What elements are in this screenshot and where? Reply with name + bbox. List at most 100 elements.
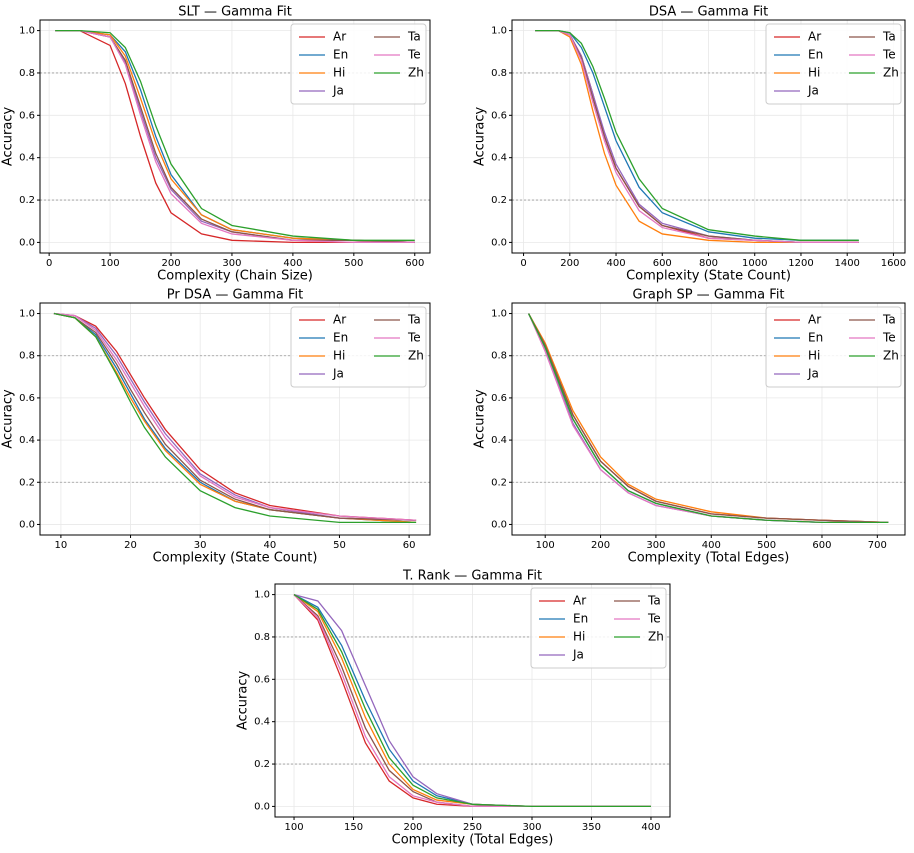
legend-box bbox=[765, 23, 902, 105]
x-tick-label: 20 bbox=[124, 540, 137, 551]
x-axis-label: Complexity (Total Edges) bbox=[392, 833, 554, 848]
y-tick-label: 0.4 bbox=[491, 435, 507, 446]
legend-label: Ar bbox=[333, 30, 346, 44]
y-tick-label: 0.6 bbox=[19, 393, 35, 404]
y-tick-label: 0.6 bbox=[491, 393, 507, 404]
y-tick-label: 0.8 bbox=[19, 351, 35, 362]
y-tick-label: 1.0 bbox=[254, 590, 270, 601]
x-tick-label: 200 bbox=[161, 258, 180, 269]
x-tick-label: 400 bbox=[641, 822, 660, 833]
x-tick-label: 150 bbox=[344, 822, 363, 833]
x-tick-label: 400 bbox=[702, 540, 721, 551]
y-tick-label: 1.0 bbox=[19, 309, 35, 320]
y-tick-label: 0.8 bbox=[19, 68, 35, 79]
x-tick-label: 700 bbox=[868, 540, 887, 551]
fit-line bbox=[55, 29, 415, 244]
y-tick-label: 0.2 bbox=[254, 759, 270, 770]
legend-label: Ar bbox=[333, 313, 346, 327]
x-tick-label: 200 bbox=[560, 258, 579, 269]
x-tick-label: 40 bbox=[263, 540, 276, 551]
x-tick-label: 0 bbox=[520, 258, 526, 269]
y-tick-label: 0.6 bbox=[254, 674, 270, 685]
x-tick-label: 200 bbox=[403, 822, 422, 833]
fit-line bbox=[53, 312, 417, 521]
y-tick-label: 0.4 bbox=[491, 153, 507, 164]
y-tick-label: 0.2 bbox=[491, 195, 507, 206]
fit-line bbox=[55, 29, 415, 244]
y-tick-label: 0.0 bbox=[19, 519, 35, 530]
y-tick-label: 0.0 bbox=[491, 519, 507, 530]
x-tick-label: 1200 bbox=[788, 258, 813, 269]
legend-label: En bbox=[573, 612, 588, 626]
legend-label: Ta bbox=[882, 313, 896, 327]
legend-label: Zh bbox=[408, 66, 424, 80]
x-tick-label: 1000 bbox=[742, 258, 767, 269]
x-axis-label: Complexity (Total Edges) bbox=[628, 551, 790, 566]
y-tick-label: 0.0 bbox=[19, 237, 35, 248]
x-tick-label: 300 bbox=[522, 822, 541, 833]
y-axis-label: Accuracy bbox=[473, 107, 488, 167]
legend-label: En bbox=[333, 331, 348, 345]
legend-label: En bbox=[808, 331, 823, 345]
fit-line bbox=[55, 29, 415, 241]
y-tick-label: 1.0 bbox=[491, 309, 507, 320]
legend-label: Ja bbox=[807, 367, 819, 381]
legend-label: Ja bbox=[807, 84, 819, 98]
legend-label: Ja bbox=[572, 648, 584, 662]
chart-title: SLT — Gamma Fit bbox=[178, 5, 292, 20]
chart: 0.0 0.2 0.4 0.6 0.8 1.0 0 100 200 300 400 500 600 SLT… bbox=[1, 5, 431, 284]
x-tick-label: 400 bbox=[606, 258, 625, 269]
x-tick-label: 250 bbox=[463, 822, 482, 833]
y-axis-label: Accuracy bbox=[473, 389, 488, 449]
y-axis-label: Accuracy bbox=[1, 389, 16, 449]
legend-label: Hi bbox=[808, 349, 820, 363]
y-axis-label: Accuracy bbox=[236, 671, 251, 731]
legend-box bbox=[530, 587, 667, 669]
x-axis-label: Complexity (Chain Size) bbox=[157, 269, 313, 284]
fit-line bbox=[528, 313, 889, 523]
x-axis-label: Complexity (State Count) bbox=[153, 551, 318, 566]
legend-box bbox=[765, 306, 902, 388]
chart-title: DSA — Gamma Fit bbox=[649, 5, 768, 20]
x-tick-label: 600 bbox=[812, 540, 831, 551]
fit-line bbox=[55, 29, 415, 244]
x-tick-label: 60 bbox=[403, 540, 416, 551]
legend-box bbox=[290, 306, 427, 388]
legend-box bbox=[290, 23, 427, 105]
y-tick-label: 0.8 bbox=[254, 632, 270, 643]
legend-label: Ja bbox=[332, 84, 344, 98]
y-tick-label: 1.0 bbox=[491, 26, 507, 37]
legend-label: Hi bbox=[808, 66, 820, 80]
fit-line bbox=[293, 594, 651, 808]
plot-frame bbox=[39, 19, 431, 254]
y-tick-label: 0.8 bbox=[491, 68, 507, 79]
legend-label: Ja bbox=[332, 367, 344, 381]
x-tick-label: 800 bbox=[699, 258, 718, 269]
legend-label: Te bbox=[882, 48, 896, 62]
x-tick-label: 600 bbox=[405, 258, 424, 269]
legend-label: Ar bbox=[808, 30, 821, 44]
legend-label: Ar bbox=[573, 594, 586, 608]
x-tick-label: 600 bbox=[653, 258, 672, 269]
x-tick-label: 200 bbox=[591, 540, 610, 551]
fit-line bbox=[528, 313, 889, 523]
legend-label: Ta bbox=[407, 313, 421, 327]
x-tick-label: 10 bbox=[55, 540, 68, 551]
legend-label: Zh bbox=[883, 349, 899, 363]
chart-title: T. Rank — Gamma Fit bbox=[402, 569, 542, 584]
y-tick-label: 0.0 bbox=[491, 237, 507, 248]
x-tick-label: 100 bbox=[536, 540, 555, 551]
x-tick-label: 300 bbox=[222, 258, 241, 269]
plot-frame bbox=[511, 302, 906, 536]
legend-label: Ar bbox=[808, 313, 821, 327]
plot-frame bbox=[274, 583, 671, 818]
x-tick-label: 100 bbox=[284, 822, 303, 833]
legend-label: Ta bbox=[647, 594, 661, 608]
x-tick-label: 100 bbox=[101, 258, 120, 269]
x-tick-label: 1600 bbox=[881, 258, 906, 269]
chart: 0.0 0.2 0.4 0.6 0.8 1.0 10 20 30 40 50 60 Pr DSA — G… bbox=[1, 288, 431, 566]
fit-line bbox=[53, 312, 417, 523]
x-tick-label: 500 bbox=[757, 540, 776, 551]
plot-frame bbox=[39, 302, 431, 536]
